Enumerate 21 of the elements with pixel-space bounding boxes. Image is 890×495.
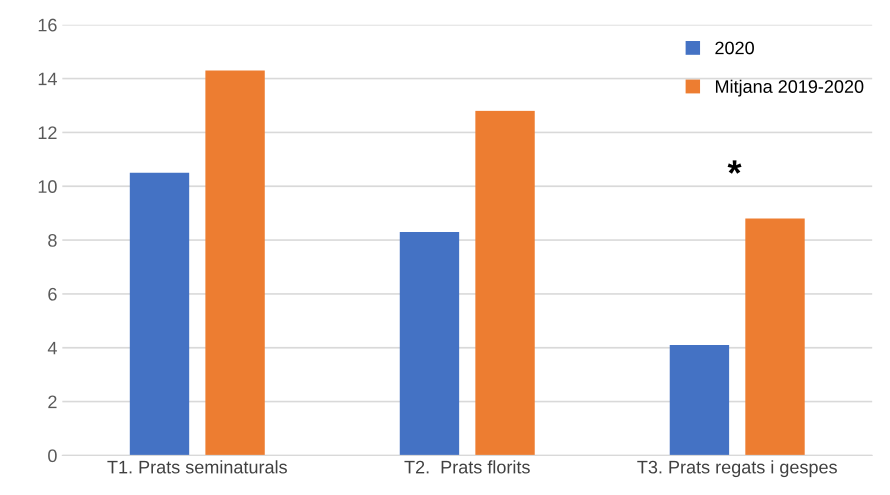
y-tick-label: 12 [38,126,57,139]
y-tick-label: 6 [48,288,57,301]
annotation: * [728,160,742,174]
y-tick-label: 4 [48,342,57,354]
y-tick-label: 2 [48,396,57,408]
x-tick-label: T3. Prats regats i gespes [637,460,837,478]
y-tick-label: 10 [38,180,57,193]
y-tick-label: 8 [48,234,57,247]
y-tick-label: 14 [38,72,57,86]
x-tick-label: T1. Prats seminaturals [107,460,287,474]
bar [130,172,190,456]
bar [475,110,535,456]
bar [745,218,805,456]
legend-label: 2020 [715,42,754,54]
bar [670,345,730,456]
x-tick-label: T2. Prats florits [404,460,530,474]
legend-label: Mitjana 2019-2020 [716,80,864,97]
y-tick-label: 0 [48,449,57,462]
bar [400,232,460,456]
y-tick-label: 16 [38,18,57,32]
bar [205,70,265,456]
